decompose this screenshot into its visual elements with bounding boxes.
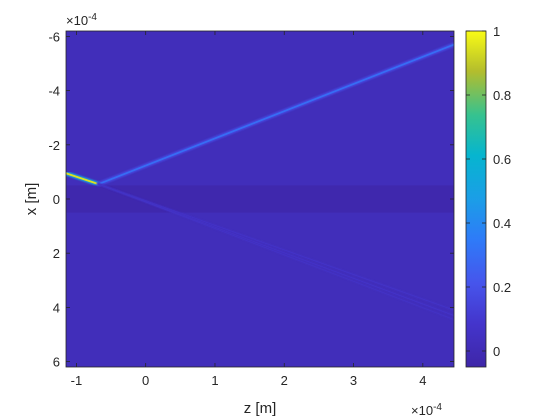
y-tick-label: 2 [53, 246, 60, 261]
beam-incident [66, 172, 100, 185]
x-axis: -1 0 1 2 3 4 [71, 31, 426, 388]
x-tick-label: 3 [350, 373, 357, 388]
y-exponent-label: ×10-4 [66, 12, 97, 28]
colorbar-tick-label: 0.8 [493, 88, 511, 103]
y-tick-label: 0 [53, 192, 60, 207]
colorbar-tick-label: 1 [493, 24, 500, 39]
beam-transmitted-1 [98, 183, 454, 311]
y-tick-label: 4 [53, 300, 60, 315]
x-tick-label: 2 [281, 373, 288, 388]
x-exponent-label: ×10-4 [411, 402, 442, 418]
colorbar-ticks: 0 0.2 0.4 0.6 0.8 1 [466, 24, 511, 359]
colorbar-tick-label: 0.4 [493, 216, 511, 231]
x-tick-label: -1 [71, 373, 83, 388]
colorbar-tick-label: 0.6 [493, 152, 511, 167]
beam-reflected [97, 43, 454, 185]
x-tick-label: 1 [211, 373, 218, 388]
beam-layer [66, 42, 454, 321]
beam-transmitted-3 [98, 183, 454, 320]
y-tick-label: -2 [48, 138, 60, 153]
y-axis: -6 -4 -2 0 2 4 6 [48, 29, 454, 370]
x-tick-label: 4 [419, 373, 426, 388]
heatmap-plot [65, 30, 455, 368]
y-tick-label: -6 [48, 29, 60, 44]
y-axis-label: x [m] [23, 183, 40, 216]
x-axis-label: z [m] [244, 400, 277, 417]
colorbar-gradient [465, 30, 487, 368]
colorbar-tick-label: 0.2 [493, 280, 511, 295]
colorbar-tick-label: 0 [493, 344, 500, 359]
heatmap-band [66, 185, 454, 213]
y-tick-label: 6 [53, 355, 60, 370]
colorbar: 0 0.2 0.4 0.6 0.8 1 [465, 24, 511, 368]
y-tick-label: -4 [48, 84, 60, 99]
x-tick-label: 0 [142, 373, 149, 388]
